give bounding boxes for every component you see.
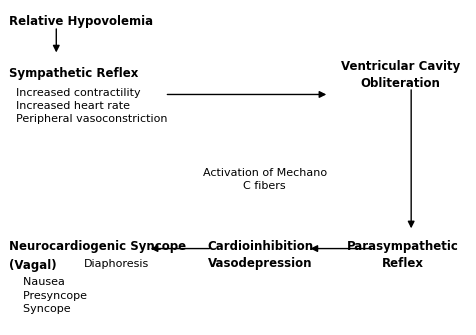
Text: Diaphoresis: Diaphoresis — [83, 259, 149, 269]
Text: Sympathetic Reflex: Sympathetic Reflex — [9, 67, 138, 80]
Text: Increased contractility
  Increased heart rate
  Peripheral vasoconstriction: Increased contractility Increased heart … — [9, 88, 167, 124]
Text: (Vagal): (Vagal) — [9, 259, 56, 272]
Text: Relative Hypovolemia: Relative Hypovolemia — [9, 15, 152, 28]
Text: Parasympathetic
Reflex: Parasympathetic Reflex — [347, 240, 458, 270]
Text: Nausea
    Presyncope
    Syncope: Nausea Presyncope Syncope — [9, 277, 87, 314]
Text: Activation of Mechano
C fibers: Activation of Mechano C fibers — [202, 168, 326, 191]
Text: Neurocardiogenic Syncope: Neurocardiogenic Syncope — [9, 240, 185, 253]
Text: Ventricular Cavity
Obliteration: Ventricular Cavity Obliteration — [340, 60, 459, 90]
Text: Cardioinhibition
Vasodepression: Cardioinhibition Vasodepression — [207, 240, 312, 270]
